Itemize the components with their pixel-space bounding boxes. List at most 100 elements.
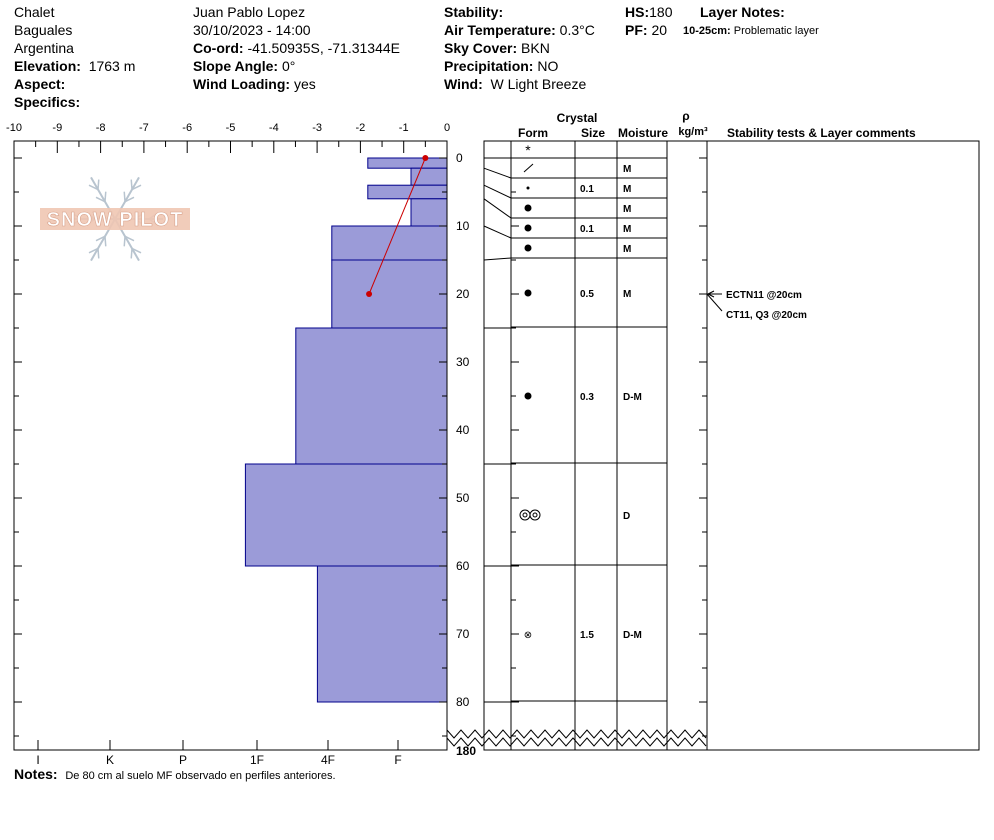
hardness-bar-0: [367, 157, 448, 169]
crystal-connector: [483, 257, 512, 261]
crystal-moisture-8: D: [623, 511, 630, 522]
crystal-form-inner-8-0: [522, 512, 528, 518]
stab-test-1: CT11, Q3 @20cm: [726, 310, 807, 321]
region-name: Baguales: [14, 22, 73, 38]
country-name: Argentina: [14, 40, 74, 56]
notes-label: Notes:: [14, 766, 58, 782]
header-col-location: Chalet Baguales Argentina Elevation: 176…: [14, 3, 135, 111]
temp-tick-label: -7: [139, 122, 149, 134]
observer-name: Juan Pablo Lopez: [193, 4, 306, 20]
crystal-form-slash-1: [523, 163, 534, 173]
air-temp-label: Air Temperature:: [444, 22, 556, 38]
crystal-size-9: 1.5: [580, 630, 594, 641]
crystal-form-dot-7: [524, 392, 532, 400]
hs-value: 180: [649, 4, 673, 20]
hardness-bar-3: [410, 198, 448, 227]
logo-flake-branch: [123, 191, 126, 202]
logo-flake-branch: [131, 184, 142, 191]
logo-flake-branch: [104, 236, 107, 247]
coordinates: Co-ord: -41.50935S, -71.31344E: [193, 39, 400, 57]
layer-notes-title: Layer Notes:: [700, 3, 785, 21]
logo-flake-branch: [95, 196, 106, 203]
notes-text: De 80 cm al suelo MF observado en perfil…: [65, 770, 336, 782]
crystal-connector: [483, 198, 512, 219]
depth-tick-label: 20: [456, 287, 470, 301]
crystal-moisture-3: M: [623, 204, 631, 215]
hardness-bar-7: [244, 463, 448, 567]
logo-flake-branch: [97, 179, 100, 190]
temp-tick-label: 0: [444, 122, 450, 134]
observation-datetime: 30/10/2023 - 14:00: [193, 22, 311, 38]
hardness-tick-label: I: [36, 753, 39, 767]
wind: Wind: W Light Breeze: [444, 75, 595, 93]
size-header: Size: [581, 126, 605, 140]
logo-flake-branch: [97, 248, 100, 259]
logo-flake-branch: [130, 179, 133, 190]
crystal-form-9: ⊗: [524, 630, 532, 641]
crystal-connector: [483, 167, 512, 179]
crystal-form-ring-8-0: [519, 509, 531, 521]
snow-height: HS:180: [625, 3, 672, 21]
stab-test-0: ECTN11 @20cm: [726, 290, 802, 301]
crystal-moisture-9: D-M: [623, 630, 642, 641]
crystal-header: Crystal: [557, 111, 598, 125]
temp-line: [368, 157, 426, 295]
crystal-table: Crystal Form Size Moisture ρ kg/m³ Stability t…: [446, 109, 980, 751]
break-line-upper: [446, 728, 707, 739]
hardness-tick-label: 4F: [321, 753, 335, 767]
hs-label: HS:: [625, 4, 650, 20]
crystal-size-2: 0.1: [580, 184, 594, 195]
temperature-profile: [366, 155, 429, 297]
logo-flake-branch: [130, 248, 133, 259]
crystal-connector: [483, 225, 512, 239]
crystal-moisture-6: M: [623, 289, 631, 300]
crystal-moisture-5: M: [623, 244, 631, 255]
hardness-bar-1: [410, 167, 448, 186]
crystal-size-4: 0.1: [580, 224, 594, 235]
wind-loading-label: Wind Loading:: [193, 76, 291, 92]
precip-value: NO: [537, 58, 559, 74]
crystal-connector: [483, 184, 512, 199]
stability: Stability:: [444, 3, 595, 21]
specifics-label: Specifics:: [14, 94, 81, 110]
form-header: Form: [518, 126, 548, 140]
temp-tick-label: -9: [52, 122, 62, 134]
sky-label: Sky Cover:: [444, 40, 518, 56]
depth-tick-label: 80: [456, 695, 470, 709]
elevation-label: Elevation:: [14, 58, 81, 74]
moisture-header: Moisture: [618, 126, 668, 140]
logo-flake-branch: [124, 196, 135, 203]
location-name: Chalet: [14, 4, 55, 20]
crystal-form-0: *: [525, 142, 531, 158]
temp-tick-label: -2: [356, 122, 366, 134]
crystal-size-6: 0.5: [580, 289, 594, 300]
wind-loading-value: yes: [293, 76, 316, 92]
crystal-form-small-dot-2: [526, 186, 530, 190]
air-temperature: Air Temperature: 0.3°C: [444, 21, 595, 39]
hardness-tick-label: F: [394, 753, 401, 767]
coord-value: -41.50935S, -71.31344E: [247, 40, 401, 56]
temp-point-0: [422, 155, 429, 161]
elevation-value: 1763 m: [88, 58, 136, 74]
depth-tick-label: 70: [456, 627, 470, 641]
logo-banner: [40, 208, 190, 230]
crystal-form-dot-6: [524, 289, 532, 297]
header-col-observer: Juan Pablo Lopez 30/10/2023 - 14:00 Co-o…: [193, 3, 400, 93]
logo-flake-branch: [88, 247, 99, 254]
aspect: Aspect:: [14, 75, 135, 93]
depth-bottom-label: 180: [456, 744, 476, 758]
logo-flake-branch: [123, 236, 126, 247]
stab-arrowhead: [707, 290, 715, 298]
crystal-form-dot-4: [524, 224, 532, 232]
layer-notes-label: Layer Notes:: [700, 4, 785, 20]
depth-tick-label: 60: [456, 559, 470, 573]
hardness-bar-2: [367, 184, 448, 200]
pf-label: PF:: [625, 22, 648, 38]
hardness-bars: [244, 157, 448, 703]
logo-flake-branch: [124, 235, 135, 242]
temp-tick-label: -5: [226, 122, 236, 134]
crystal-moisture-7: D-M: [623, 392, 642, 403]
hardness-bar-5: [331, 259, 448, 329]
hardness-tick-label: 1F: [250, 753, 264, 767]
hardness-tick-label: P: [179, 753, 187, 767]
